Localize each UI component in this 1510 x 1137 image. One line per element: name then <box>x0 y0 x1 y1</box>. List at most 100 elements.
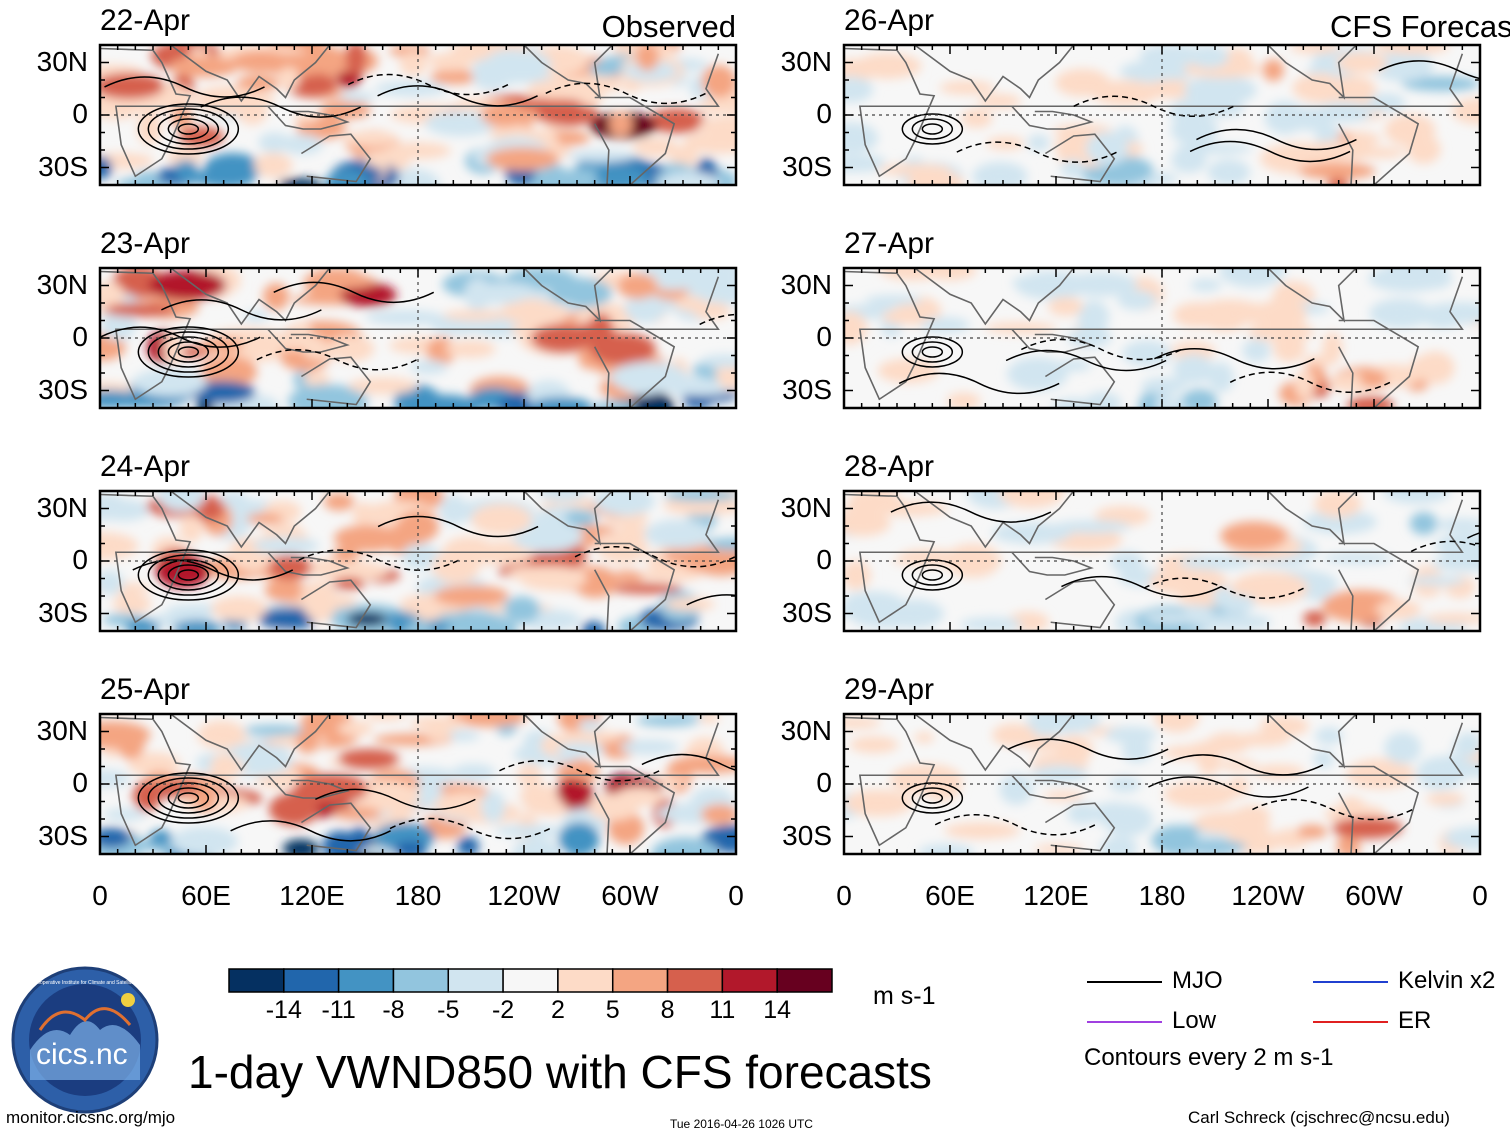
mjo-contours <box>104 73 707 155</box>
anomaly-cell <box>587 793 640 821</box>
anomaly-cell <box>100 152 154 169</box>
anomaly-cell <box>556 778 584 805</box>
anomaly-cell <box>210 753 241 782</box>
anomaly-cell <box>189 380 256 404</box>
lat-tick-label: 30S <box>782 373 832 405</box>
anomaly-cell <box>1444 826 1480 850</box>
anomaly-cell <box>1435 518 1480 532</box>
mjo-contours <box>132 515 736 606</box>
coastlines <box>844 268 1464 408</box>
anomaly-cell <box>1056 734 1093 764</box>
anomaly-cell <box>1426 792 1465 806</box>
lat-tick-label: 30S <box>782 819 832 851</box>
anomaly-cell <box>1184 605 1214 627</box>
anomaly-cell <box>1117 290 1157 311</box>
lon-tick-label: 0 <box>728 880 744 911</box>
anomaly-cell <box>999 773 1034 805</box>
anomaly-cell <box>410 359 448 375</box>
anomaly-cell <box>1236 805 1270 822</box>
anomaly-cell <box>844 122 879 154</box>
anomaly-cell <box>1401 76 1480 92</box>
mjo-contours <box>890 501 1480 599</box>
anomaly-cell <box>1435 532 1480 559</box>
anomaly-cell <box>449 714 527 728</box>
anomaly-cell <box>1057 359 1092 372</box>
anomaly-cell <box>236 95 268 125</box>
panel-date-label: 26-Apr <box>844 4 935 37</box>
anomaly-cell <box>200 355 258 388</box>
anomaly-cell <box>253 537 320 555</box>
anomaly-cell <box>112 593 152 614</box>
lat-tick-label: 30N <box>36 45 88 77</box>
anomaly-cell <box>148 270 227 301</box>
panel-date-label: 23-Apr <box>100 227 191 260</box>
anomaly-cell <box>1264 100 1306 135</box>
panel-date-label: 27-Apr <box>844 227 935 260</box>
anomaly-cell <box>844 76 874 103</box>
colorbar-swatch <box>283 968 340 993</box>
anomaly-cell <box>999 491 1065 508</box>
lat-tick-label: 30N <box>36 268 88 300</box>
anomaly-cell <box>428 52 473 72</box>
anomaly-cell <box>1420 301 1480 324</box>
anomaly-cell <box>669 146 699 169</box>
anomaly-cell <box>920 317 970 334</box>
anomaly-cell <box>1122 340 1172 367</box>
anomaly-cell <box>864 294 923 306</box>
anomaly-cell <box>332 806 382 821</box>
timestamp: Tue 2016-04-26 1026 UTC <box>670 1117 813 1131</box>
anomaly-cell <box>487 49 537 71</box>
anomaly-cell <box>635 45 660 71</box>
legend-label: ER <box>1398 1007 1432 1034</box>
lat-tick-label: 30N <box>780 714 832 746</box>
anomaly-cell <box>1303 610 1327 627</box>
anomaly-cell <box>457 836 480 854</box>
lat-tick-label: 30S <box>38 373 88 405</box>
anomaly-cell <box>1051 520 1131 534</box>
anomaly-cell <box>1153 825 1199 854</box>
anomaly-cell <box>481 790 506 823</box>
anomaly-cell <box>1064 272 1138 297</box>
anomaly-cell <box>1141 377 1187 395</box>
figure-title: 1-day VWND850 with CFS forecasts <box>188 1046 932 1098</box>
logo-text: cics.nc <box>36 1038 128 1071</box>
anomaly-cell <box>1208 362 1234 393</box>
column-title: CFS Forecast <box>1330 9 1510 44</box>
anomaly-cell <box>1336 834 1361 854</box>
anomaly-cell <box>1139 45 1207 66</box>
mjo-contours <box>901 738 1413 836</box>
anomaly-cell <box>1242 338 1271 363</box>
anomaly-cell <box>100 827 132 848</box>
panel-date-label: 25-Apr <box>100 673 191 706</box>
anomaly-cell <box>348 377 418 395</box>
anomaly-cell <box>1218 268 1286 288</box>
panel-27-Apr <box>842 266 1482 410</box>
anomaly-cell <box>692 302 731 320</box>
anomaly-cell <box>581 621 606 631</box>
anomaly-cell <box>345 45 367 75</box>
anomaly-cell <box>686 268 736 283</box>
anomaly-cell <box>1289 45 1341 54</box>
anomaly-cell <box>1077 300 1110 334</box>
anomaly-cell <box>100 281 125 309</box>
anomaly-cell <box>1007 357 1068 391</box>
anomaly-cell <box>494 824 565 838</box>
anomaly-cell <box>100 721 151 749</box>
anomaly-cell <box>293 773 369 804</box>
anomaly-cell <box>100 72 165 100</box>
anomaly-cell <box>1197 613 1272 631</box>
anomaly-cell <box>280 134 323 155</box>
anomaly-cell <box>332 577 366 590</box>
anomaly-cell <box>659 171 720 185</box>
anomaly-cell <box>1189 45 1229 69</box>
anomaly-cell <box>561 75 619 86</box>
anomaly-cell <box>632 137 679 157</box>
anomaly-cell <box>346 611 388 627</box>
anomaly-cell <box>464 277 492 311</box>
anomaly-cell <box>277 178 323 185</box>
anomaly-cell <box>171 826 239 854</box>
lat-tick-label: 0 <box>816 98 832 129</box>
colorbar-level-label: 14 <box>763 996 792 1024</box>
anomaly-cell <box>304 370 330 388</box>
lat-tick-label: 0 <box>816 544 832 575</box>
